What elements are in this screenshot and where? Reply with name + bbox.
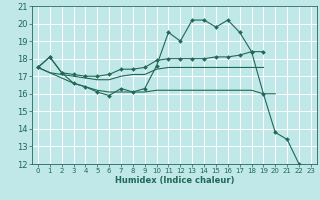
X-axis label: Humidex (Indice chaleur): Humidex (Indice chaleur) — [115, 176, 234, 185]
